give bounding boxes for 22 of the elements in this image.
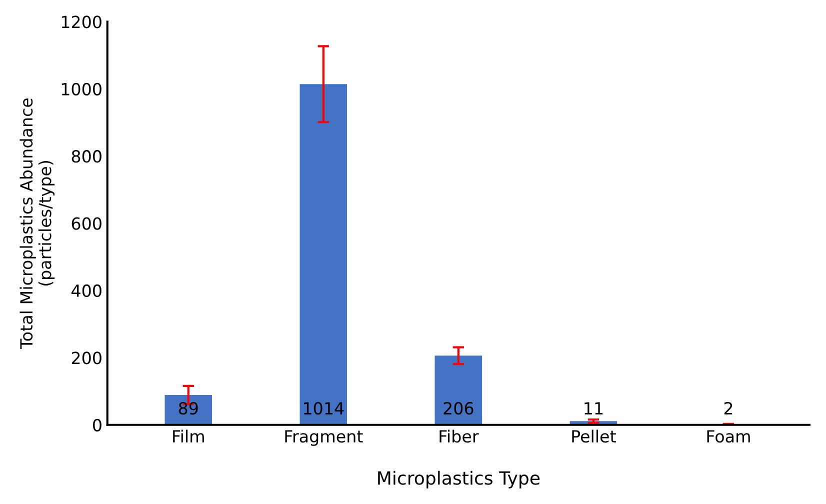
- data-label: 11: [584, 402, 603, 414]
- y-tick-label: 200: [72, 352, 102, 364]
- data-label: 206: [444, 402, 474, 415]
- x-tick-label: Fragment: [285, 430, 363, 446]
- bar: [434, 356, 482, 425]
- x-axis-title: Microplastics Type: [378, 470, 540, 488]
- y-tick-label: 0: [93, 418, 102, 432]
- x-tick-label: Pellet: [572, 430, 616, 443]
- y-axis-title: Total Microplastics Abundance (particles/type): [20, 98, 55, 350]
- bar: [164, 394, 212, 425]
- x-tick-label: Fiber: [440, 430, 479, 443]
- y-tick-label: 600: [72, 217, 102, 230]
- y-tick-label: 400: [72, 284, 102, 298]
- bar: [300, 84, 348, 425]
- data-label: 89: [178, 402, 198, 415]
- x-tick-label: Foam: [707, 430, 750, 443]
- y-tick-label: 800: [72, 150, 102, 163]
- y-tick-label: 1000: [62, 82, 102, 96]
- data-label: 1014: [304, 402, 344, 415]
- y-tick-label: 1200: [62, 16, 102, 28]
- data-label: 2: [724, 402, 732, 414]
- x-tick-label: Film: [173, 430, 204, 442]
